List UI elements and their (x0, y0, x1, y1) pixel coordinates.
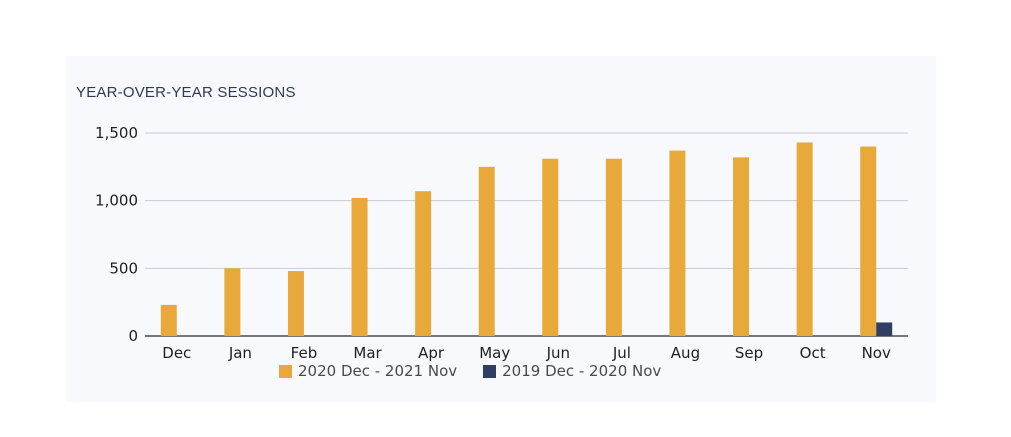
x-axis: Dec Jan Feb Mar Apr May Jun Jul Aug Sep Oct Nov (162, 344, 891, 362)
x-tick-label: Sep (735, 344, 763, 362)
y-tick-label: 1,500 (95, 124, 138, 142)
y-tick-label: 1,000 (95, 192, 138, 210)
y-tick-label: 500 (109, 259, 138, 277)
legend-swatch-previous (483, 364, 497, 378)
x-tick-label: Dec (162, 344, 191, 362)
bars (160, 142, 893, 336)
chart-title: YEAR-OVER-YEAR SESSIONS (76, 84, 296, 101)
bar-current-feb[interactable] (287, 271, 304, 336)
bar-current-mar[interactable] (351, 197, 368, 336)
bar-current-aug[interactable] (669, 150, 686, 336)
bar-current-sep[interactable] (733, 157, 750, 336)
x-tick-label: Feb (291, 344, 318, 362)
bar-current-nov[interactable] (860, 146, 877, 336)
bar-current-jun[interactable] (542, 158, 559, 336)
bar-current-may[interactable] (478, 166, 495, 336)
bar-current-apr[interactable] (415, 191, 432, 336)
x-tick-label: Jan (228, 344, 252, 362)
legend-item-current[interactable]: 2020 Dec - 2021 Nov (279, 362, 457, 380)
bar-current-dec[interactable] (160, 304, 177, 336)
x-tick-label: Jul (612, 344, 631, 362)
y-tick-label: 0 (128, 327, 138, 345)
x-tick-label: May (479, 344, 510, 362)
x-tick-label: Oct (800, 344, 826, 362)
x-tick-label: Mar (353, 344, 382, 362)
bar-previous-nov[interactable] (876, 322, 893, 336)
x-tick-label: Jun (546, 344, 570, 362)
legend-swatch-current (279, 364, 292, 378)
bar-current-oct[interactable] (796, 142, 813, 336)
legend-label-current: 2020 Dec - 2021 Nov (298, 362, 458, 380)
y-axis: 0 500 1,000 1,500 (95, 124, 138, 345)
gridlines (145, 132, 908, 337)
x-tick-label: Apr (418, 344, 445, 362)
bar-current-jan[interactable] (224, 268, 241, 336)
legend: 2020 Dec - 2021 Nov 2019 Dec - 2020 Nov (279, 362, 687, 380)
legend-item-previous[interactable]: 2019 Dec - 2020 Nov (483, 362, 661, 380)
chart-panel (66, 56, 936, 402)
bar-current-jul[interactable] (605, 158, 622, 336)
x-tick-label: Aug (671, 344, 700, 362)
legend-label-previous: 2019 Dec - 2020 Nov (502, 362, 662, 380)
x-tick-label: Nov (862, 344, 891, 362)
